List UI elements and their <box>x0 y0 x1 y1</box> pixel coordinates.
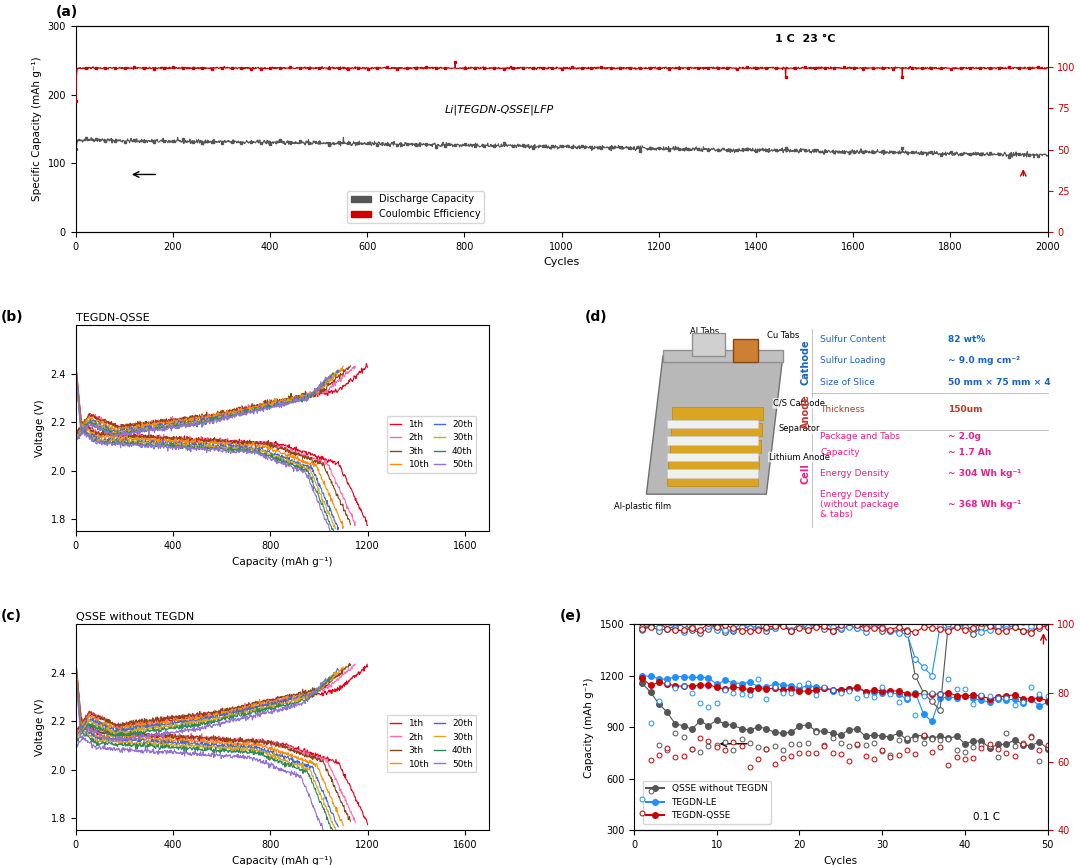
Polygon shape <box>663 349 783 362</box>
Polygon shape <box>672 407 764 420</box>
Text: ~ 2.0g: ~ 2.0g <box>948 432 982 441</box>
Text: (b): (b) <box>1 310 24 324</box>
X-axis label: Capacity (mAh g⁻¹): Capacity (mAh g⁻¹) <box>232 556 333 567</box>
Text: ~ 9.0 mg cm⁻²: ~ 9.0 mg cm⁻² <box>948 356 1021 365</box>
Polygon shape <box>733 339 758 362</box>
Text: Al-plastic film: Al-plastic film <box>613 502 671 511</box>
Text: Package and Tabs: Package and Tabs <box>820 432 900 441</box>
Text: (c): (c) <box>1 609 23 623</box>
Legend: 1th, 2th, 3th, 10th, 20th, 30th, 40th, 50th: 1th, 2th, 3th, 10th, 20th, 30th, 40th, 5… <box>387 416 476 473</box>
Text: Li|TEGDN-QSSE|LFP: Li|TEGDN-QSSE|LFP <box>445 105 554 115</box>
Y-axis label: Specific Capacity (mAh g⁻¹): Specific Capacity (mAh g⁻¹) <box>31 57 42 202</box>
Y-axis label: Voltage (V): Voltage (V) <box>35 400 45 457</box>
Text: C/S Cathode: C/S Cathode <box>773 399 825 408</box>
Text: ~ 1.7 Ah: ~ 1.7 Ah <box>948 448 991 458</box>
Text: (e): (e) <box>559 609 582 623</box>
Text: Separator: Separator <box>779 424 820 432</box>
Text: Energy Density: Energy Density <box>820 469 889 478</box>
X-axis label: Capacity (mAh g⁻¹): Capacity (mAh g⁻¹) <box>232 855 333 865</box>
Text: Anode: Anode <box>800 394 811 429</box>
Y-axis label: Capacity (mAh g⁻¹): Capacity (mAh g⁻¹) <box>584 677 594 778</box>
Polygon shape <box>647 356 783 494</box>
Text: 82 wt%: 82 wt% <box>948 335 986 344</box>
Text: 50 mm × 75 mm × 4: 50 mm × 75 mm × 4 <box>948 378 1051 388</box>
Polygon shape <box>667 453 758 461</box>
Text: Thickness: Thickness <box>820 405 865 414</box>
Polygon shape <box>667 420 758 428</box>
Legend: 1th, 2th, 3th, 10th, 20th, 30th, 40th, 50th: 1th, 2th, 3th, 10th, 20th, 30th, 40th, 5… <box>387 715 476 772</box>
Text: Cell: Cell <box>800 463 811 484</box>
X-axis label: Cycles: Cycles <box>543 258 580 267</box>
Text: ~ 368 Wh kg⁻¹: ~ 368 Wh kg⁻¹ <box>948 500 1022 509</box>
Polygon shape <box>667 472 758 486</box>
Text: QSSE without TEGDN: QSSE without TEGDN <box>76 612 193 622</box>
Text: TEGDN-QSSE: TEGDN-QSSE <box>76 313 149 323</box>
Polygon shape <box>670 439 760 453</box>
Polygon shape <box>669 456 759 470</box>
Text: 1 C  23 °C: 1 C 23 °C <box>775 35 836 44</box>
Text: Cu Tabs: Cu Tabs <box>767 330 799 340</box>
Polygon shape <box>667 437 758 445</box>
Y-axis label: Voltage (V): Voltage (V) <box>35 698 45 756</box>
X-axis label: Cycles: Cycles <box>824 855 858 865</box>
Text: Cathode: Cathode <box>800 339 811 385</box>
Text: (d): (d) <box>584 310 607 324</box>
Text: Sulfur Content: Sulfur Content <box>820 335 886 344</box>
Text: Lithium Anode: Lithium Anode <box>769 452 829 462</box>
Text: Sulfur Loading: Sulfur Loading <box>820 356 886 365</box>
Text: Al Tabs: Al Tabs <box>690 327 719 336</box>
Polygon shape <box>692 333 725 356</box>
Text: ~ 304 Wh kg⁻¹: ~ 304 Wh kg⁻¹ <box>948 469 1022 478</box>
Legend: Discharge Capacity, Coulombic Efficiency: Discharge Capacity, Coulombic Efficiency <box>348 190 484 223</box>
Legend: QSSE without TEGDN, TEGDN-LE, TEGDN-QSSE: QSSE without TEGDN, TEGDN-LE, TEGDN-QSSE <box>643 780 771 823</box>
Text: Capacity: Capacity <box>820 448 860 458</box>
Text: Energy Density
(without package
& tabs): Energy Density (without package & tabs) <box>820 490 899 519</box>
Polygon shape <box>671 423 761 437</box>
Text: 150um: 150um <box>948 405 983 414</box>
Text: 0.1 C: 0.1 C <box>973 812 1000 822</box>
Text: Size of Slice: Size of Slice <box>820 378 875 388</box>
Text: (a): (a) <box>56 4 79 19</box>
Polygon shape <box>667 470 758 477</box>
